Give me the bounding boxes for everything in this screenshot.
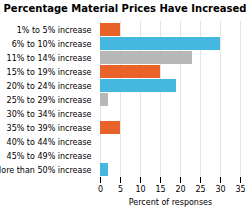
svg-text:5: 5 [118, 185, 123, 194]
svg-text:45% to 49% increase: 45% to 49% increase [7, 152, 92, 161]
svg-text:25: 25 [195, 185, 205, 194]
svg-text:30: 30 [215, 185, 225, 194]
svg-text:40% to 44% increase: 40% to 44% increase [7, 138, 92, 147]
svg-text:0: 0 [98, 185, 103, 194]
svg-text:30% to 34% increase: 30% to 34% increase [7, 110, 92, 119]
svg-text:35% to 39% increase: 35% to 39% increase [7, 124, 92, 133]
svg-text:Percent of responses: Percent of responses [129, 198, 212, 207]
svg-text:15% to 19% increase: 15% to 19% increase [7, 68, 92, 77]
svg-text:More than 50% increase: More than 50% increase [0, 166, 92, 175]
svg-text:6% to 10% increase: 6% to 10% increase [12, 40, 92, 49]
html-text:Percentage Material Prices Hav: Percentage Material Prices Have Increase… [3, 3, 247, 14]
svg-text:35: 35 [235, 185, 245, 194]
svg-text:15: 15 [155, 185, 165, 194]
svg-text:20: 20 [175, 185, 185, 194]
svg-text:20% to 24% increase: 20% to 24% increase [7, 82, 92, 91]
svg-text:10: 10 [135, 185, 145, 194]
svg-text:25% to 29% increase: 25% to 29% increase [7, 96, 92, 105]
svg-text:11% to 14% increase: 11% to 14% increase [7, 54, 92, 63]
svg-text:1% to 5% increase: 1% to 5% increase [17, 26, 92, 35]
